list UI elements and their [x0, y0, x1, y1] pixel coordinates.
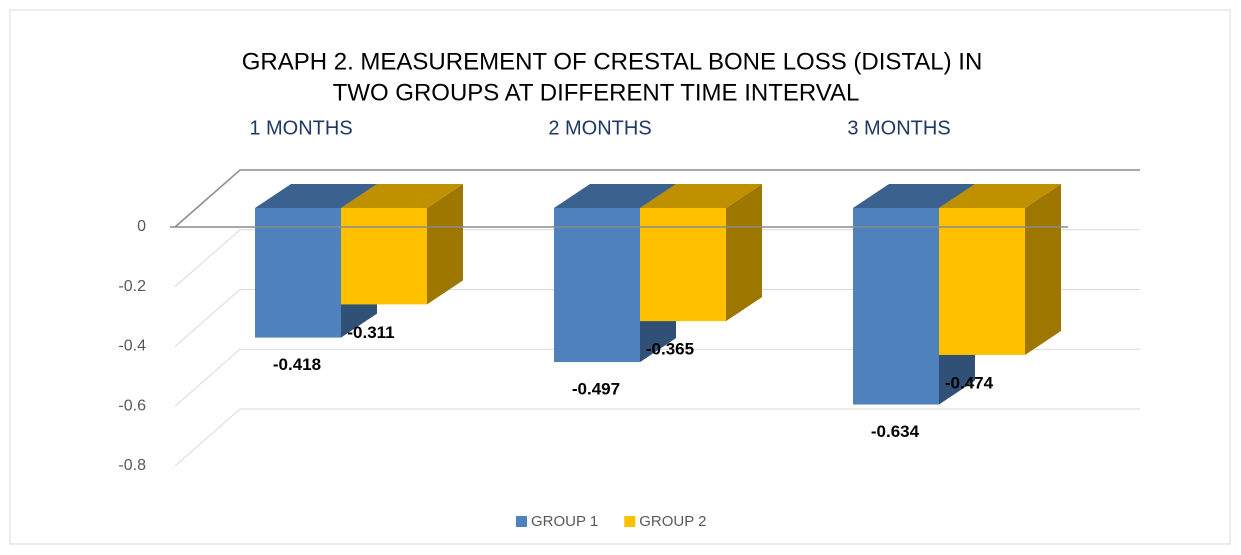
- bar-side: [427, 184, 463, 305]
- y-tick-label: -0.2: [118, 278, 146, 295]
- legend-label: GROUP 1: [531, 513, 598, 530]
- y-tick-label: -0.4: [118, 338, 146, 355]
- bar-top: [341, 184, 463, 208]
- value-label: -0.311: [347, 323, 394, 342]
- bar-side: [1025, 184, 1061, 355]
- bar: [554, 208, 640, 363]
- grid-line: [174, 229, 1140, 288]
- x-tick-label: 1 MONTHS: [249, 117, 352, 139]
- y-tick-label: -0.8: [118, 457, 146, 474]
- x-tick-label: 3 MONTHS: [847, 117, 950, 139]
- x-tick-label: 2 MONTHS: [548, 117, 651, 139]
- grid-line: [174, 348, 1140, 407]
- chart-title: TWO GROUPS AT DIFFERENT TIME INTERVAL: [333, 79, 860, 106]
- bar-side: [726, 184, 762, 322]
- bar-top: [554, 184, 676, 208]
- value-label: -0.474: [945, 373, 994, 392]
- bar: [341, 208, 427, 305]
- bar-top: [255, 184, 377, 208]
- y-tick-label: -0.6: [118, 397, 146, 414]
- value-label: -0.365: [646, 340, 694, 359]
- grid-line: [174, 289, 1140, 347]
- legend-swatch: [624, 516, 636, 527]
- value-label: -0.418: [273, 355, 321, 374]
- chart-title: GRAPH 2. MEASUREMENT OF CRESTAL BONE LOS…: [242, 48, 983, 75]
- bar-top: [939, 184, 1061, 208]
- grid-line: [174, 408, 1140, 467]
- bar: [255, 208, 341, 338]
- y-tick-label: 0: [137, 218, 146, 235]
- legend-label: GROUP 2: [639, 513, 706, 530]
- bar-top: [640, 184, 762, 208]
- legend-swatch: [516, 516, 527, 527]
- bar: [640, 208, 726, 322]
- value-label: -0.634: [871, 422, 920, 441]
- value-label: -0.497: [572, 380, 620, 399]
- bar-top: [853, 184, 975, 208]
- bar: [939, 208, 1025, 355]
- bar: [853, 208, 939, 405]
- grid-line: [174, 169, 1140, 228]
